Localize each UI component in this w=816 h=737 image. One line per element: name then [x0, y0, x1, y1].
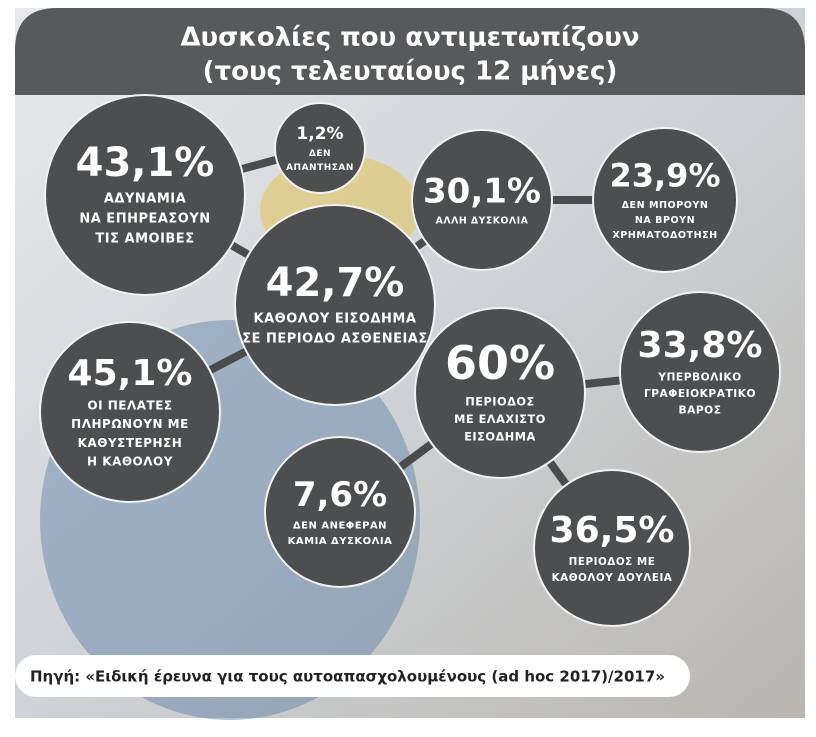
bubble-label: ΕΙΣΟΔΗΜΑ [464, 430, 536, 444]
bubble-circle [619, 291, 781, 453]
bubble-value: 23,9% [609, 157, 720, 195]
bubble-value: 45,1% [68, 353, 193, 394]
bubble-label: ΥΠΕΡΒΟΛΙΚΟ [657, 370, 741, 383]
bubble-circle [533, 469, 691, 627]
source-bar [15, 655, 690, 697]
bubble-value: 33,8% [638, 325, 763, 366]
bubble-circle [264, 436, 416, 588]
bubble-label: ΚΑΜΙΑ ΔΥΣΚΟΛΙΑ [288, 536, 393, 547]
bubble-label: ΚΑΘΥΣΤΕΡΗΣΗ [78, 436, 183, 450]
bubble-label: ΔΕΝ [309, 149, 331, 159]
bubble-label: ΠΛΗΡΩΝΟΥΝ ΜΕ [71, 417, 189, 431]
bubble-value: 60% [445, 336, 555, 390]
bubble-circle [411, 129, 553, 271]
bubble: 42,7% ΚΑΘΟΛΟΥ ΕΙΣΟΔΗΜΑ ΣΕ ΠΕΡΙΟΔΟ ΑΣΘΕΝΕΙΑ… [234, 204, 436, 406]
bubble: 36,5% ΠΕΡΙΟΔΟΣ ΜΕ ΚΑΘΟΛΟΥ ΔΟΥΛΕΙΑ [533, 469, 691, 627]
bubble-label: ΜΕ ΕΛΑΧΙΣΤΟ [454, 412, 546, 426]
bubble: 1,2% ΔΕΝ ΑΠΑΝΤΗΣΑΝ [274, 102, 366, 194]
bubble-label: Η ΚΑΘΟΛΟΥ [87, 454, 173, 468]
bubble-value: 36,5% [550, 510, 675, 551]
bubble-label: ΑΠΑΝΤΗΣΑΝ [286, 163, 354, 173]
bubble-label: ΑΛΛΗ ΔΥΣΚΟΛΙΑ [436, 216, 529, 227]
bubble: 7,6% ΔΕΝ ΑΝΕΦΕΡΑΝ ΚΑΜΙΑ ΔΥΣΚΟΛΙΑ [264, 436, 416, 588]
bubble: 33,8% ΥΠΕΡΒΟΛΙΚΟ ΓΡΑΦΕΙΟΚΡΑΤΙΚΟ ΒΑΡΟΣ [619, 291, 781, 453]
bubble-label: ΒΑΡΟΣ [678, 404, 721, 417]
bubble-label: ΝΑ ΒΡΟΥΝ [635, 215, 695, 226]
bubble-circle [274, 102, 366, 194]
bubble-label: ΚΑΘΟΛΟΥ ΕΙΣΟΔΗΜΑ [254, 311, 417, 326]
bubble: 43,1% ΑΔΥΝΑΜΙΑ ΝΑ ΕΠΗΡΕΑΣΟΥΝ ΤΙΣ ΑΜΟΙΒΕΣ [44, 94, 246, 296]
bubble-value: 42,7% [266, 260, 405, 306]
bubble: 30,1% ΑΛΛΗ ΔΥΣΚΟΛΙΑ [411, 129, 553, 271]
bubble-circle [414, 307, 586, 479]
title-bar [15, 8, 805, 95]
bubble-label: ΓΡΑΦΕΙΟΚΡΑΤΙΚΟ [644, 387, 756, 400]
subtitle: (τους τελευταίους 12 μήνες) [203, 57, 618, 87]
bubble-label: ΠΕΡΙΟΔΟΣ [465, 394, 535, 408]
bubble-label: ΔΕΝ ΜΠΟΡΟΥΝ [622, 200, 709, 211]
bubble: 60% ΠΕΡΙΟΔΟΣ ΜΕ ΕΛΑΧΙΣΤΟ ΕΙΣΟΔΗΜΑ [414, 307, 586, 479]
bubble-circle [39, 321, 221, 503]
bubbles: 43,1% ΑΔΥΝΑΜΙΑ ΝΑ ΕΠΗΡΕΑΣΟΥΝ ΤΙΣ ΑΜΟΙΒΕΣ 1,2… [39, 94, 781, 627]
bubble-label: ΟΙ ΠΕΛΑΤΕΣ [87, 399, 172, 413]
title: Δυσκολίες που αντιμετωπίζουν [180, 23, 639, 53]
bubble-label: ΤΙΣ ΑΜΟΙΒΕΣ [95, 232, 194, 247]
bubble-value: 43,1% [76, 140, 215, 186]
bubble-circle [44, 94, 246, 296]
bubble-label: ΑΔΥΝΑΜΙΑ [104, 191, 186, 206]
bubble-label: ΧΡΗΜΑΤΟΔΟΤΗΣΗ [612, 230, 717, 241]
bubble-value: 30,1% [423, 171, 541, 211]
bubble-circle [592, 127, 738, 273]
bubble-value: 7,6% [293, 475, 387, 515]
source: Πηγή: «Ειδική έρευνα για τους αυτοαπασχο… [30, 668, 665, 686]
bubble: 23,9% ΔΕΝ ΜΠΟΡΟΥΝ ΝΑ ΒΡΟΥΝ ΧΡΗΜΑΤΟΔΟΤΗΣΗ [592, 127, 738, 273]
bubble-label: ΠΕΡΙΟΔΟΣ ΜΕ [569, 556, 656, 568]
bubble: 45,1% ΟΙ ΠΕΛΑΤΕΣ ΠΛΗΡΩΝΟΥΝ ΜΕ ΚΑΘΥΣΤΕΡΗΣΗ Η … [39, 321, 221, 503]
bubble-label: ΚΑΘΟΛΟΥ ΔΟΥΛΕΙΑ [552, 572, 673, 584]
bubble-label: ΝΑ ΕΠΗΡΕΑΣΟΥΝ [79, 212, 210, 227]
bubble-label: ΔΕΝ ΑΝΕΦΕΡΑΝ [293, 520, 387, 531]
bubble-value: 1,2% [296, 124, 343, 144]
bubble-label: ΣΕ ΠΕΡΙΟΔΟ ΑΣΘΕΝΕΙΑΣ [242, 332, 428, 347]
bubble-circle [234, 204, 436, 406]
